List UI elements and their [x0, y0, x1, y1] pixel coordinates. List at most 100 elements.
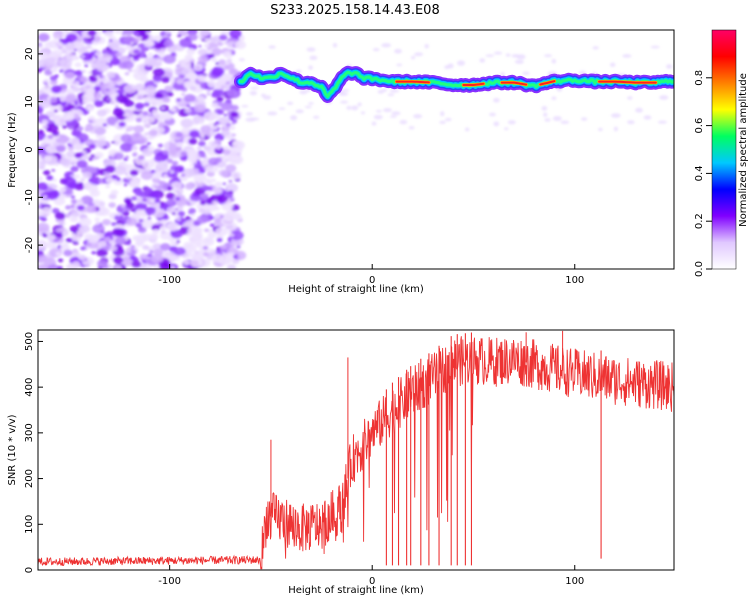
noise-blob — [151, 254, 164, 264]
noise-blob — [95, 134, 101, 139]
noise-blob — [186, 104, 191, 108]
noise-blob — [71, 82, 78, 88]
noise-blob — [396, 63, 403, 67]
noise-blob — [500, 72, 505, 77]
noise-blob — [153, 75, 163, 83]
noise-blob — [60, 98, 65, 102]
noise-blob — [263, 95, 272, 100]
noise-blob — [144, 40, 155, 48]
noise-blob — [161, 76, 170, 83]
noise-blob — [104, 87, 111, 93]
noise-blob — [137, 155, 145, 161]
noise-blob — [84, 64, 89, 68]
noise-blob — [131, 196, 138, 201]
noise-blob — [189, 85, 197, 91]
noise-blob — [308, 102, 314, 105]
noise-blob — [145, 207, 156, 215]
noise-blob — [124, 172, 129, 176]
noise-blob — [447, 63, 454, 69]
noise-blob — [223, 65, 231, 70]
noise-blob — [87, 115, 96, 122]
colorbar-tick-label: 0.8 — [694, 70, 705, 86]
noise-blob — [245, 112, 254, 116]
noise-blob — [154, 182, 160, 187]
noise-blob — [223, 50, 234, 59]
noise-blob — [71, 55, 78, 60]
noise-blob — [220, 101, 233, 111]
noise-blob — [38, 108, 43, 114]
figure-title: S233.2025.158.14.43.E08 — [270, 3, 439, 18]
noise-blob — [140, 209, 147, 214]
noise-blob — [135, 117, 143, 123]
noise-blob — [236, 255, 241, 259]
noise-blob — [44, 78, 49, 83]
noise-blob — [134, 83, 145, 91]
noise-blob — [128, 69, 133, 73]
noise-blob — [162, 189, 166, 192]
noise-blob — [122, 30, 135, 36]
noise-blob — [96, 49, 101, 53]
noise-blob — [199, 30, 211, 37]
noise-blob — [112, 228, 125, 237]
noise-blob — [73, 174, 81, 180]
noise-blob — [290, 115, 298, 121]
noise-blob — [70, 211, 80, 218]
noise-blob — [132, 56, 140, 62]
noise-blob — [56, 145, 66, 153]
noise-blob — [204, 228, 210, 233]
noise-blob — [394, 48, 403, 54]
noise-blob — [659, 95, 669, 100]
noise-blob — [155, 162, 169, 172]
noise-blob — [493, 98, 500, 103]
noise-blob — [295, 109, 304, 114]
noise-blob — [164, 85, 174, 93]
noise-blob — [125, 199, 132, 205]
noise-blob — [157, 121, 166, 128]
noise-blob — [176, 98, 181, 102]
noise-blob — [103, 145, 107, 149]
noise-blob — [130, 245, 135, 249]
noise-blob — [174, 165, 185, 173]
noise-blob — [197, 95, 205, 102]
noise-blob — [424, 44, 429, 49]
noise-blob — [113, 30, 124, 34]
noise-blob — [145, 31, 150, 35]
noise-blob — [231, 52, 235, 55]
noise-blob — [445, 117, 452, 122]
noise-blob — [64, 37, 72, 43]
noise-blob — [160, 243, 171, 251]
noise-blob — [250, 86, 260, 90]
noise-blob — [60, 158, 72, 167]
noise-blob — [357, 102, 362, 107]
noise-blob — [551, 58, 557, 64]
noise-blob — [72, 41, 84, 49]
noise-blob — [155, 229, 160, 233]
noise-blob — [187, 155, 197, 162]
noise-blob — [186, 232, 192, 237]
noise-blob — [55, 212, 66, 220]
noise-blob — [126, 242, 131, 246]
noise-blob — [135, 190, 144, 197]
ridge-peak-band — [500, 81, 528, 86]
noise-blob — [126, 217, 138, 226]
noise-blob — [226, 89, 238, 98]
noise-blob — [94, 151, 104, 159]
noise-blob — [148, 233, 159, 241]
noise-blob — [215, 145, 222, 150]
noise-blob — [41, 207, 53, 215]
noise-blob — [114, 214, 123, 221]
noise-blob — [220, 215, 224, 218]
noise-blob — [80, 246, 85, 251]
noise-blob — [186, 48, 196, 55]
noise-blob — [189, 101, 194, 106]
snr-frame — [37, 329, 675, 571]
noise-blob — [208, 53, 215, 59]
noise-blob — [153, 248, 164, 256]
noise-blob — [42, 124, 48, 129]
noise-blob — [216, 109, 225, 115]
spectrogram-x-tick-label: -100 — [158, 275, 181, 286]
noise-blob — [226, 58, 232, 63]
noise-blob — [207, 231, 217, 239]
noise-blob — [67, 145, 75, 151]
noise-blob — [147, 91, 156, 98]
